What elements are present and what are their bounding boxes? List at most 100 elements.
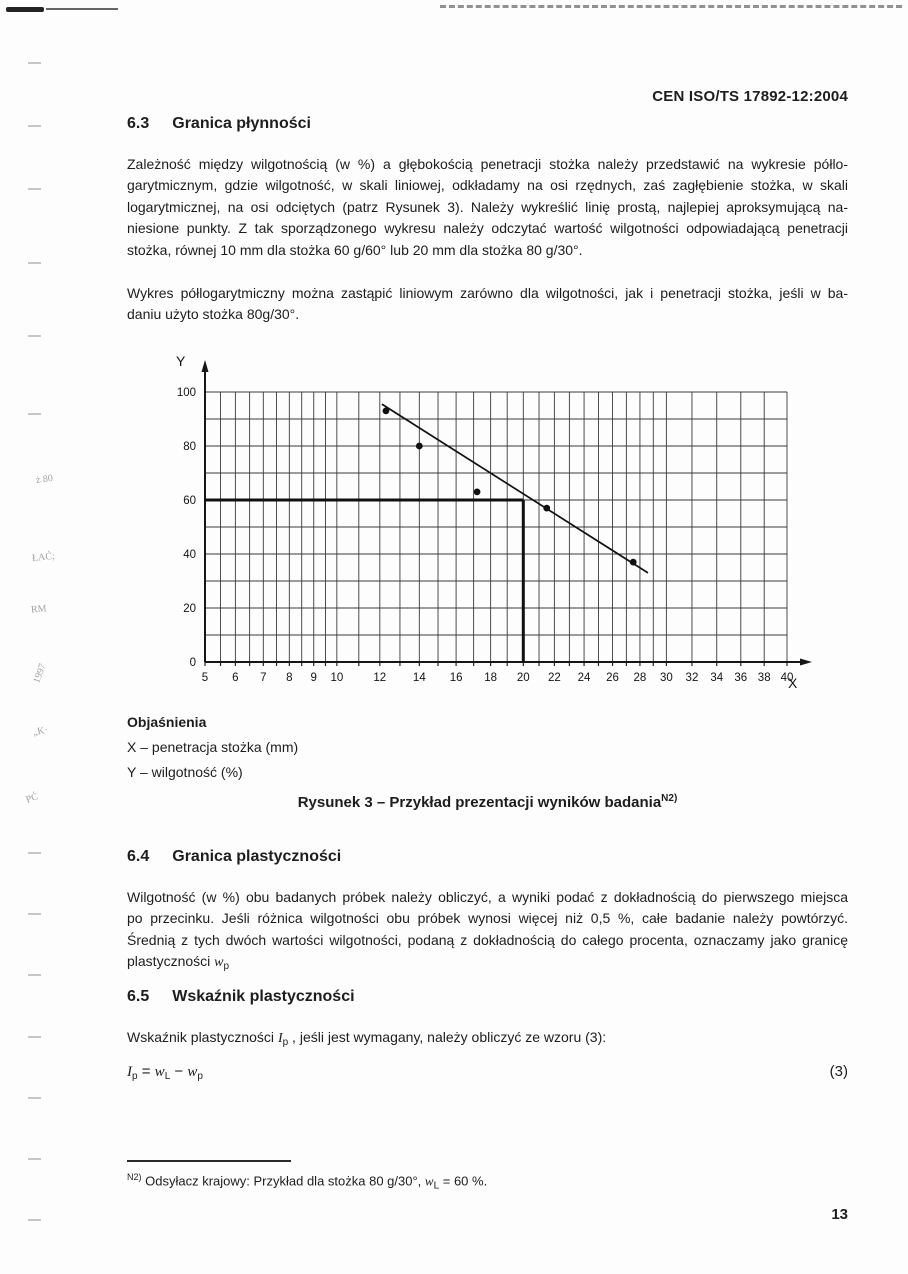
svg-text:20: 20 xyxy=(517,672,530,684)
text-line: Wykres półlogarytmiczny można zastąpić l… xyxy=(127,285,848,301)
legend-y-definition: Y – wilgotność (%) xyxy=(127,764,243,780)
equation-term2: w xyxy=(187,1064,198,1080)
footnote-n2: N2) Odsyłacz krajowy: Przykład dla stożk… xyxy=(127,1172,848,1191)
svg-text:30: 30 xyxy=(660,672,673,684)
margin-mark xyxy=(28,335,41,337)
equation-3: Ip = wL − wp (3) xyxy=(127,1063,848,1082)
margin-mark xyxy=(28,1036,41,1038)
paragraph-6-4-1: Wilgotność (w %) obu badanych próbek nal… xyxy=(127,887,848,978)
svg-text:X: X xyxy=(788,675,798,691)
legend-title: Objaśnienia xyxy=(127,714,207,730)
svg-text:24: 24 xyxy=(578,672,591,684)
text-fragment: plastyczności xyxy=(127,953,215,970)
equation-term1-sub: L xyxy=(164,1071,171,1082)
symbol-wp-subscript: p xyxy=(223,961,230,973)
symbol-ip: I xyxy=(277,1031,283,1046)
svg-text:12: 12 xyxy=(373,672,386,684)
text-line: niesione punkty. Z tak sporządzonego wyk… xyxy=(127,220,848,237)
margin-mark xyxy=(28,262,41,264)
equation-lhs-sub: p xyxy=(132,1071,138,1082)
footnote-marker: N2) xyxy=(127,1172,142,1182)
minus-sign: − xyxy=(170,1063,188,1080)
margin-stamp-fragment: ż 80 xyxy=(35,472,54,487)
figure-caption: Rysunek 3 – Przykład prezentacji wyników… xyxy=(127,793,848,811)
footnote-text: = 60 %. xyxy=(439,1173,488,1189)
svg-text:9: 9 xyxy=(311,672,317,684)
footnote-text: Odsyłacz krajowy: Przykład dla stożka 80… xyxy=(141,1173,425,1189)
section-number: 6.5 xyxy=(127,988,150,1005)
svg-text:100: 100 xyxy=(177,387,196,399)
equation-body: Ip = wL − wp xyxy=(127,1063,203,1082)
equation-term2-sub: p xyxy=(197,1071,203,1082)
svg-text:20: 20 xyxy=(183,603,196,615)
text-line: po przecinku. Jeśli różnica wilgotności … xyxy=(127,910,848,927)
margin-mark xyxy=(28,125,41,127)
paragraph-6-3-2: Wykres półlogarytmiczny można zastąpić l… xyxy=(127,283,848,326)
figure-legend: Objaśnienia X – penetracja stożka (mm) Y… xyxy=(127,710,298,785)
margin-mark xyxy=(28,62,41,64)
section-heading-6-5: 6.5 Wskaźnik plastyczności xyxy=(127,988,848,1006)
svg-text:18: 18 xyxy=(484,672,497,684)
margin-stamp-fragment: PĆ xyxy=(24,791,40,806)
figure-chart: 5 6 7 8 9 10 12 14 16 18 20 22 24 26 28 30 32 34 36 38 40 0 20… xyxy=(176,353,812,691)
legend-x-definition: X – penetracja stożka (mm) xyxy=(127,739,299,755)
svg-text:80: 80 xyxy=(183,441,196,453)
section-number: 6.3 xyxy=(127,115,150,132)
svg-text:0: 0 xyxy=(190,657,196,669)
text-line: Wilgotność (w %) obu badanych próbek nal… xyxy=(127,889,848,905)
text-line: stożka, równej 10 mm dla stożka 60 g/60°… xyxy=(127,241,583,258)
section-title: Wskaźnik plastyczności xyxy=(172,988,355,1005)
section-heading-6-4: 6.4 Granica plastyczności xyxy=(127,848,848,866)
svg-text:34: 34 xyxy=(710,672,723,684)
section-heading-6-3: 6.3 Granica płynności xyxy=(127,115,848,133)
svg-text:36: 36 xyxy=(734,672,747,684)
text-line: Średnią z tych dwóch wartości wilgotnośc… xyxy=(127,931,848,948)
symbol-wl: w xyxy=(424,1173,434,1189)
text-line: logarytmicznej, na osi odciętych (patrz … xyxy=(127,198,848,215)
svg-text:10: 10 xyxy=(330,672,343,684)
symbol-wp: w xyxy=(214,955,224,971)
text-line: plastyczności wp xyxy=(127,951,848,977)
text-line: Wskaźnik plastyczności Ip , jeśli jest w… xyxy=(127,1027,848,1053)
svg-text:22: 22 xyxy=(548,672,561,684)
svg-text:32: 32 xyxy=(686,672,699,684)
scan-top-dashed-line xyxy=(440,5,902,8)
document-code: CEN ISO/TS 17892-12:2004 xyxy=(652,88,848,105)
section-title: Granica płynności xyxy=(172,115,311,132)
scan-smudge xyxy=(46,8,118,10)
text-line: garytmicznym, gdzie wilgotność, w skali … xyxy=(127,177,848,194)
svg-text:40: 40 xyxy=(183,549,196,561)
text-fragment: , jeśli jest wymagany, należy obliczyć z… xyxy=(288,1029,607,1045)
symbol-ip-subscript: p xyxy=(282,1037,289,1048)
margin-mark xyxy=(28,913,41,915)
caption-footnote-ref: N2) xyxy=(661,793,678,804)
scan-smudge xyxy=(6,7,44,12)
svg-text:8: 8 xyxy=(286,672,292,684)
svg-text:26: 26 xyxy=(606,672,619,684)
margin-mark xyxy=(28,188,41,190)
footnote-rule xyxy=(127,1160,291,1162)
paragraph-6-5-1: Wskaźnik plastyczności Ip , jeśli jest w… xyxy=(127,1027,848,1053)
margin-mark xyxy=(28,413,41,415)
svg-text:60: 60 xyxy=(183,495,196,507)
svg-text:Y: Y xyxy=(176,353,186,369)
equation-lhs: I xyxy=(127,1064,132,1080)
svg-text:16: 16 xyxy=(450,672,463,684)
svg-text:6: 6 xyxy=(232,672,238,684)
margin-stamp-fragment: 1997 xyxy=(31,662,49,685)
section-title: Granica plastyczności xyxy=(172,848,342,865)
svg-text:7: 7 xyxy=(260,672,266,684)
text-line: Zależność między wilgotnością (w %) a gł… xyxy=(127,156,848,172)
svg-text:38: 38 xyxy=(758,672,771,684)
margin-stamp-fragment: ŁAĆ; xyxy=(31,550,56,565)
equation-term1: w xyxy=(154,1064,165,1080)
svg-text:14: 14 xyxy=(413,672,426,684)
section-number: 6.4 xyxy=(127,848,150,865)
svg-text:40: 40 xyxy=(781,672,794,684)
margin-stamp-fragment: „K· xyxy=(32,724,49,739)
margin-mark xyxy=(28,852,41,854)
svg-text:5: 5 xyxy=(202,672,208,684)
svg-text:28: 28 xyxy=(634,672,647,684)
equals-sign: = xyxy=(137,1063,155,1080)
